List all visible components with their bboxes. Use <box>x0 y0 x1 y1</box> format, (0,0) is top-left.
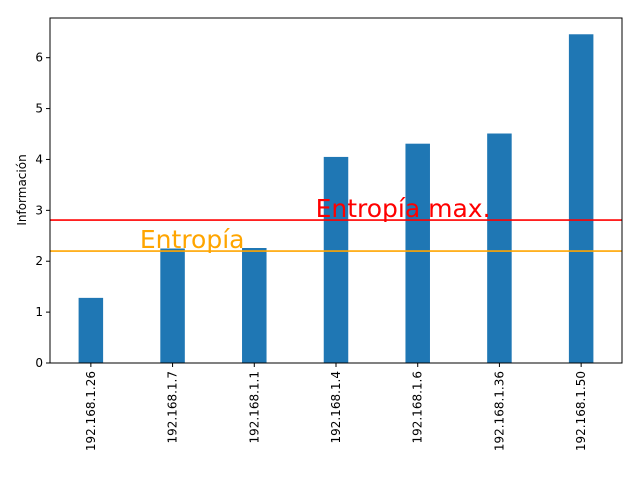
bar-6 <box>487 133 512 363</box>
x-tick-label: 192.168.1.7 <box>166 371 180 444</box>
y-tick-label: 2 <box>35 254 43 268</box>
x-tick-label: 192.168.1.4 <box>329 371 343 444</box>
reference-lines-group: Entropía Entropía max. <box>50 194 622 254</box>
y-tick-label: 6 <box>35 51 43 65</box>
reference-line-label-1: Entropía <box>140 225 245 254</box>
y-tick-label: 5 <box>35 102 43 116</box>
bars-group <box>78 34 594 363</box>
x-tick-label: 192.168.1.6 <box>411 371 425 444</box>
x-tick-label: 192.168.1.50 <box>574 371 588 451</box>
bar-7 <box>568 34 594 363</box>
bar-3 <box>242 248 267 363</box>
x-tick-label: 192.168.1.1 <box>247 371 261 444</box>
bar-5 <box>405 143 430 363</box>
reference-line-label-2: Entropía max. <box>316 194 491 223</box>
bar-4 <box>323 156 349 363</box>
x-tick-label: 192.168.1.36 <box>492 371 506 451</box>
y-tick-label: 1 <box>35 305 43 319</box>
x-tick-label: 192.168.1.26 <box>84 371 98 451</box>
x-axis: 192.168.1.26 192.168.1.7 192.168.1.1 192.16… <box>84 363 588 451</box>
y-tick-label: 4 <box>35 152 43 166</box>
y-axis: 0 1 2 3 4 5 6 <box>35 51 50 370</box>
y-tick-label: 3 <box>35 203 43 217</box>
bar-1 <box>78 297 104 363</box>
y-axis-label: Información <box>15 154 29 225</box>
y-tick-label: 0 <box>35 356 43 370</box>
plot-frame <box>49 17 623 364</box>
bar-2 <box>160 248 185 363</box>
